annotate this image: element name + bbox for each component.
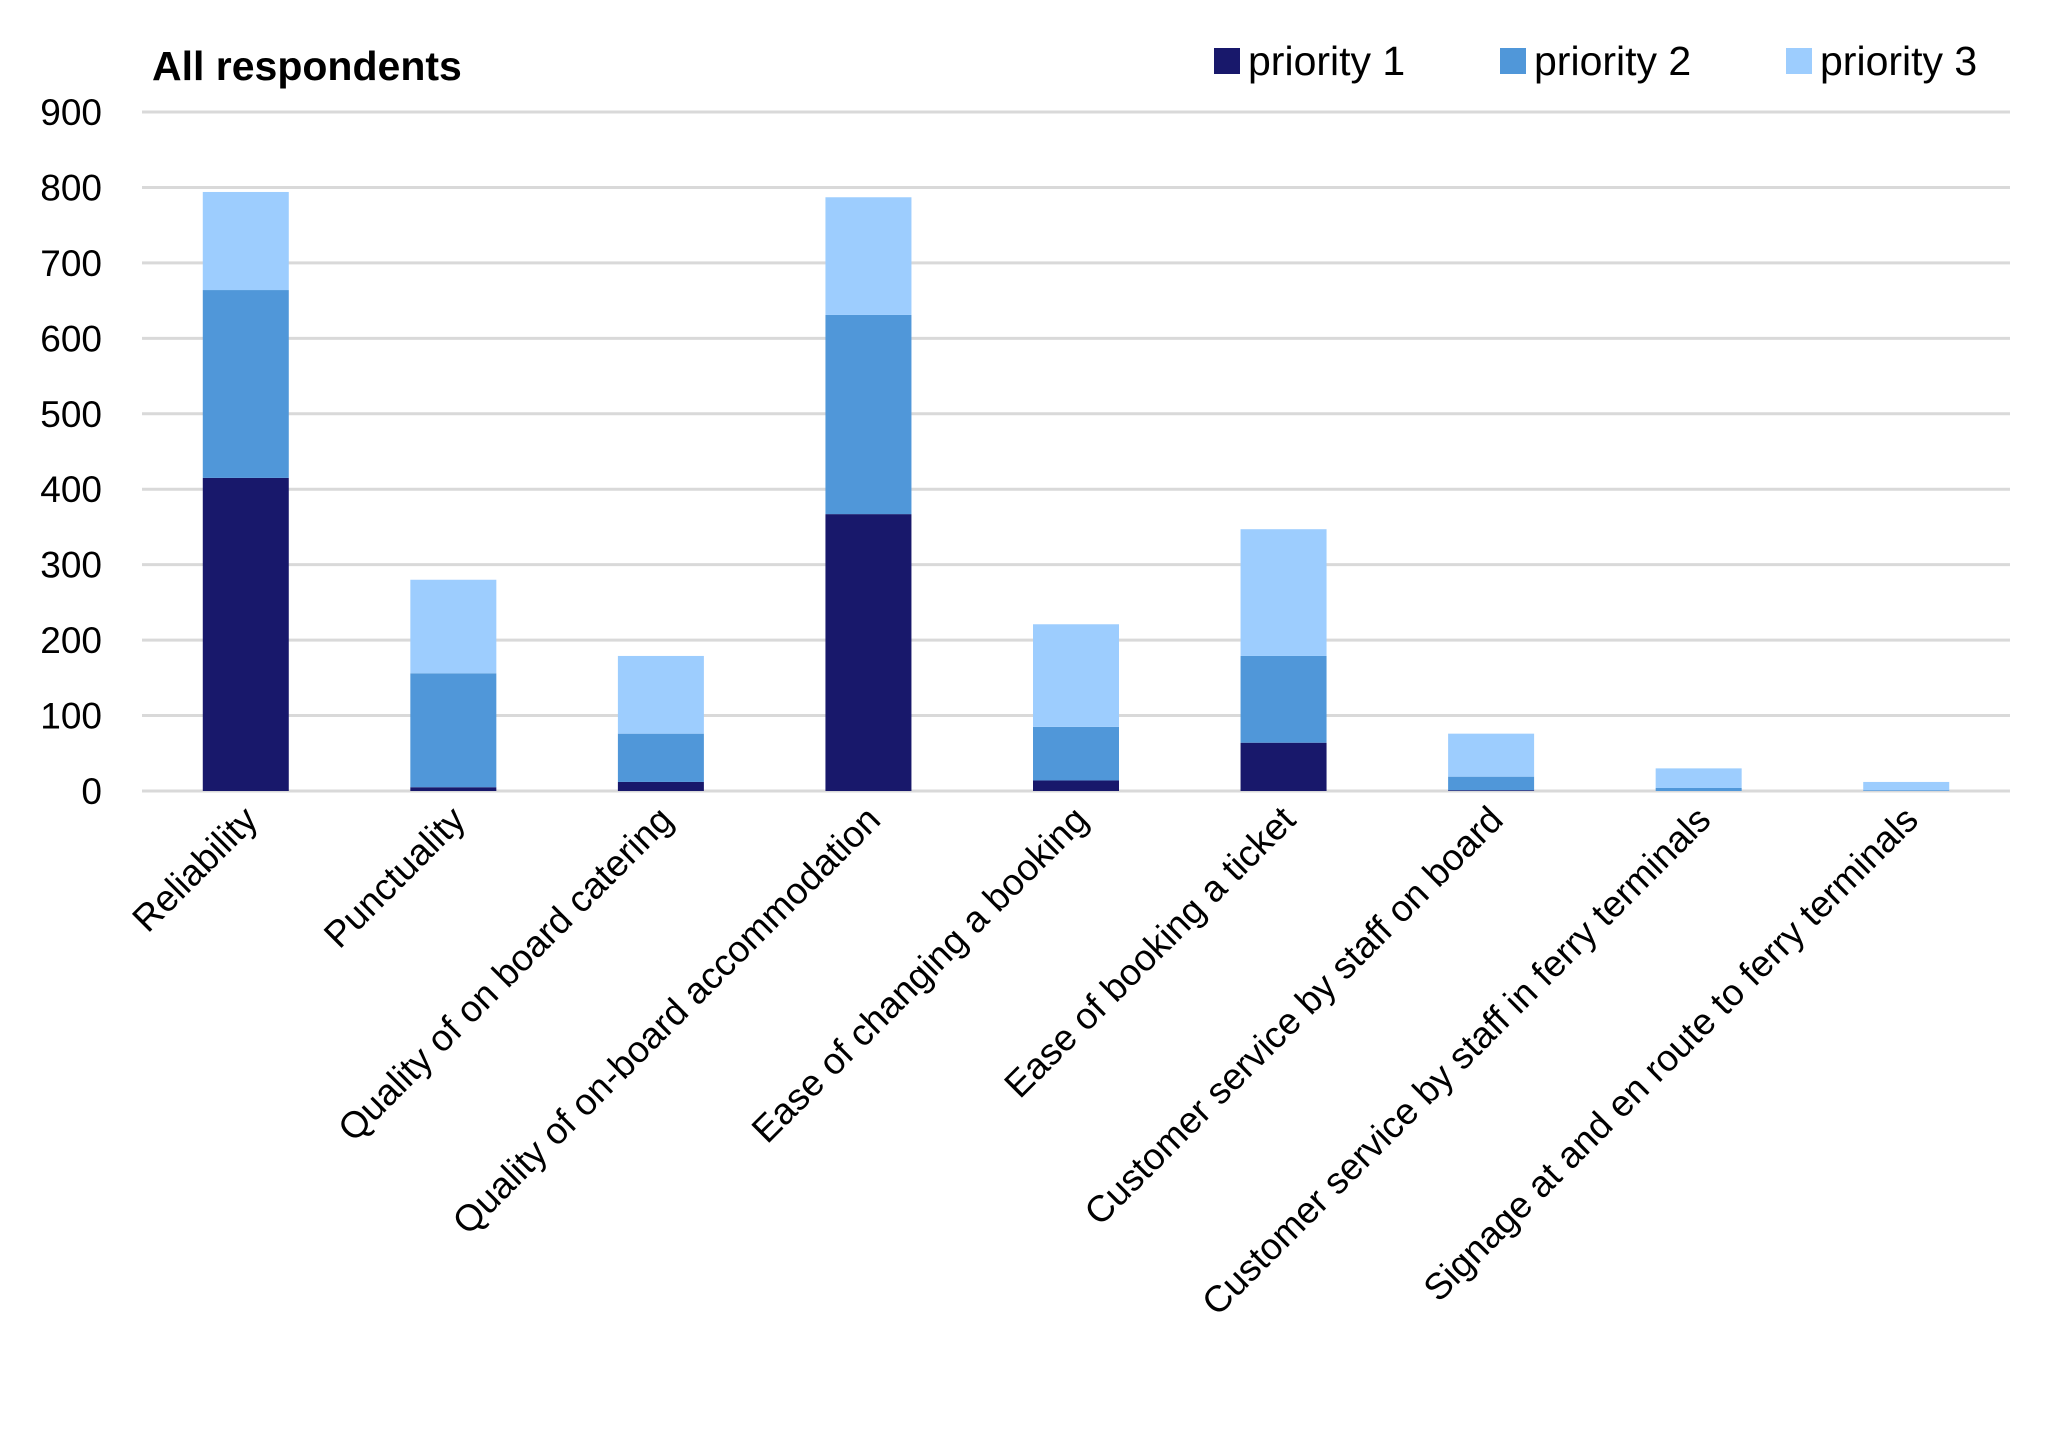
bar-priority-3-1 <box>410 579 497 674</box>
y-tick-label: 600 <box>40 318 102 359</box>
bar-priority-3-5 <box>1240 529 1327 656</box>
y-tick-label: 900 <box>40 92 102 133</box>
bar-priority-1-6 <box>1448 790 1535 791</box>
bar-priority-2-6 <box>1448 776 1535 791</box>
bar-priority-3-8 <box>1863 781 1950 791</box>
bar-priority-1-5 <box>1240 742 1327 791</box>
x-tick-label: Quality of on-board accommodation <box>445 799 888 1242</box>
y-tick-label: 200 <box>40 620 102 661</box>
y-tick-label: 100 <box>40 696 102 737</box>
bar-priority-3-6 <box>1448 733 1535 777</box>
bar-priority-1-1 <box>410 787 497 791</box>
bar-priority-2-2 <box>617 733 704 782</box>
bar-priority-1-3 <box>825 514 912 791</box>
y-tick-label: 0 <box>81 771 102 812</box>
legend-label-1: priority 1 <box>1248 38 1405 84</box>
x-tick-label: Reliability <box>124 798 265 939</box>
bar-priority-1-0 <box>202 477 289 791</box>
bar-priority-2-7 <box>1655 787 1742 791</box>
y-tick-label: 300 <box>40 545 102 586</box>
bar-priority-1-2 <box>617 781 704 791</box>
x-tick-label: Ease of changing a booking <box>744 799 1096 1151</box>
x-tick-label: Quality of on board catering <box>330 799 680 1149</box>
y-tick-label: 800 <box>40 167 102 208</box>
x-tick-label: Punctuality <box>316 798 473 955</box>
bars <box>202 191 1950 791</box>
chart-title: All respondents <box>152 43 462 89</box>
bar-priority-3-7 <box>1655 768 1742 788</box>
bar-priority-3-4 <box>1033 624 1119 727</box>
bar-priority-3-0 <box>202 191 289 291</box>
legend-swatch-2 <box>1500 48 1526 74</box>
bar-priority-2-5 <box>1240 655 1327 743</box>
bar-priority-2-4 <box>1033 726 1119 781</box>
legend-swatch-3 <box>1786 48 1812 74</box>
bar-priority-2-1 <box>410 673 497 788</box>
x-tick-label: Customer service by staff on board <box>1077 799 1511 1233</box>
bar-priority-3-3 <box>825 197 912 315</box>
y-axis-ticks: 0 100 200 300 400 500 600 700 800 900 <box>40 92 102 812</box>
legend-label-2: priority 2 <box>1534 38 1691 84</box>
bar-priority-1-4 <box>1033 780 1119 791</box>
bar-priority-2-8 <box>1863 790 1950 791</box>
legend-swatch-1 <box>1214 48 1240 74</box>
legend: priority 1 priority 2 priority 3 <box>1214 38 1977 84</box>
bar-priority-2-0 <box>202 290 289 478</box>
bar-priority-3-2 <box>617 655 704 734</box>
legend-label-3: priority 3 <box>1820 38 1977 84</box>
y-tick-label: 700 <box>40 243 102 284</box>
y-tick-label: 400 <box>40 469 102 510</box>
y-tick-label: 500 <box>40 394 102 435</box>
bar-priority-2-3 <box>825 314 912 515</box>
